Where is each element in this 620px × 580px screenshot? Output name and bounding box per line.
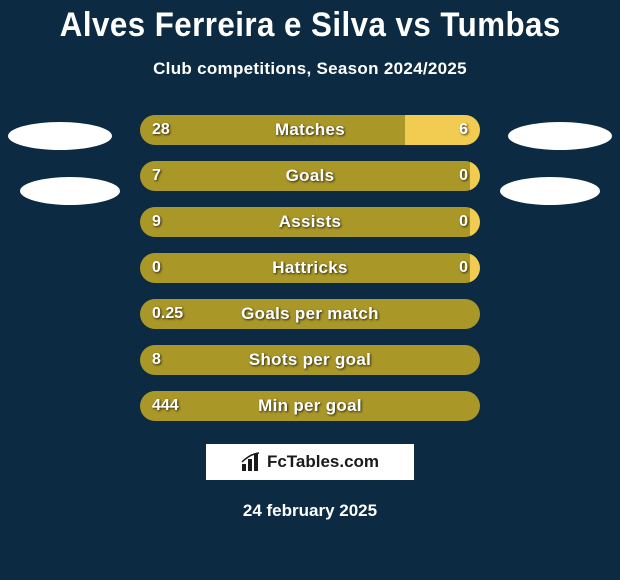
logo-inner: FcTables.com bbox=[241, 452, 379, 472]
logo-text: FcTables.com bbox=[267, 452, 379, 472]
stat-left-value: 0.25 bbox=[152, 299, 183, 329]
stat-row: Matches28 6 bbox=[140, 115, 480, 145]
stat-row: Assists9 0 bbox=[140, 207, 480, 237]
stat-row: Hattricks0 0 bbox=[140, 253, 480, 283]
left-player-marker bbox=[20, 177, 120, 205]
stat-left-value: 0 bbox=[152, 253, 161, 283]
page-title: Alves Ferreira e Silva vs Tumbas bbox=[60, 6, 561, 45]
stat-label: Goals per match bbox=[140, 299, 480, 329]
subtitle: Club competitions, Season 2024/2025 bbox=[0, 59, 620, 79]
stat-left-value: 8 bbox=[152, 345, 161, 375]
stat-row: Shots per goal8 bbox=[140, 345, 480, 375]
stats-chart: Matches286Goals70Assists90Hattricks00Goa… bbox=[0, 115, 620, 425]
stat-label: Assists bbox=[140, 207, 480, 237]
right-player-marker bbox=[508, 122, 612, 150]
stat-right-value: 0 bbox=[459, 253, 468, 283]
bars-icon bbox=[241, 452, 263, 472]
stat-left-value: 7 bbox=[152, 161, 161, 191]
stat-row: Min per goal444 bbox=[140, 391, 480, 421]
stat-right-value: 0 bbox=[459, 207, 468, 237]
stat-left-value: 9 bbox=[152, 207, 161, 237]
stat-right-value: 6 bbox=[459, 115, 468, 145]
stat-label: Min per goal bbox=[140, 391, 480, 421]
left-player-marker bbox=[8, 122, 112, 150]
stat-label: Shots per goal bbox=[140, 345, 480, 375]
stat-label: Hattricks bbox=[140, 253, 480, 283]
stat-row: Goals7 0 bbox=[140, 161, 480, 191]
stat-label: Matches bbox=[140, 115, 480, 145]
stat-left-value: 28 bbox=[152, 115, 170, 145]
fctables-logo[interactable]: FcTables.com bbox=[206, 444, 414, 480]
stat-row: Goals per match0.25 bbox=[140, 299, 480, 329]
title-block: Alves Ferreira e Silva vs Tumbas bbox=[0, 0, 620, 45]
stat-left-value: 444 bbox=[152, 391, 179, 421]
stat-right-value: 0 bbox=[459, 161, 468, 191]
stat-label: Goals bbox=[140, 161, 480, 191]
right-player-marker bbox=[500, 177, 600, 205]
date-footer: 24 february 2025 bbox=[0, 501, 620, 521]
